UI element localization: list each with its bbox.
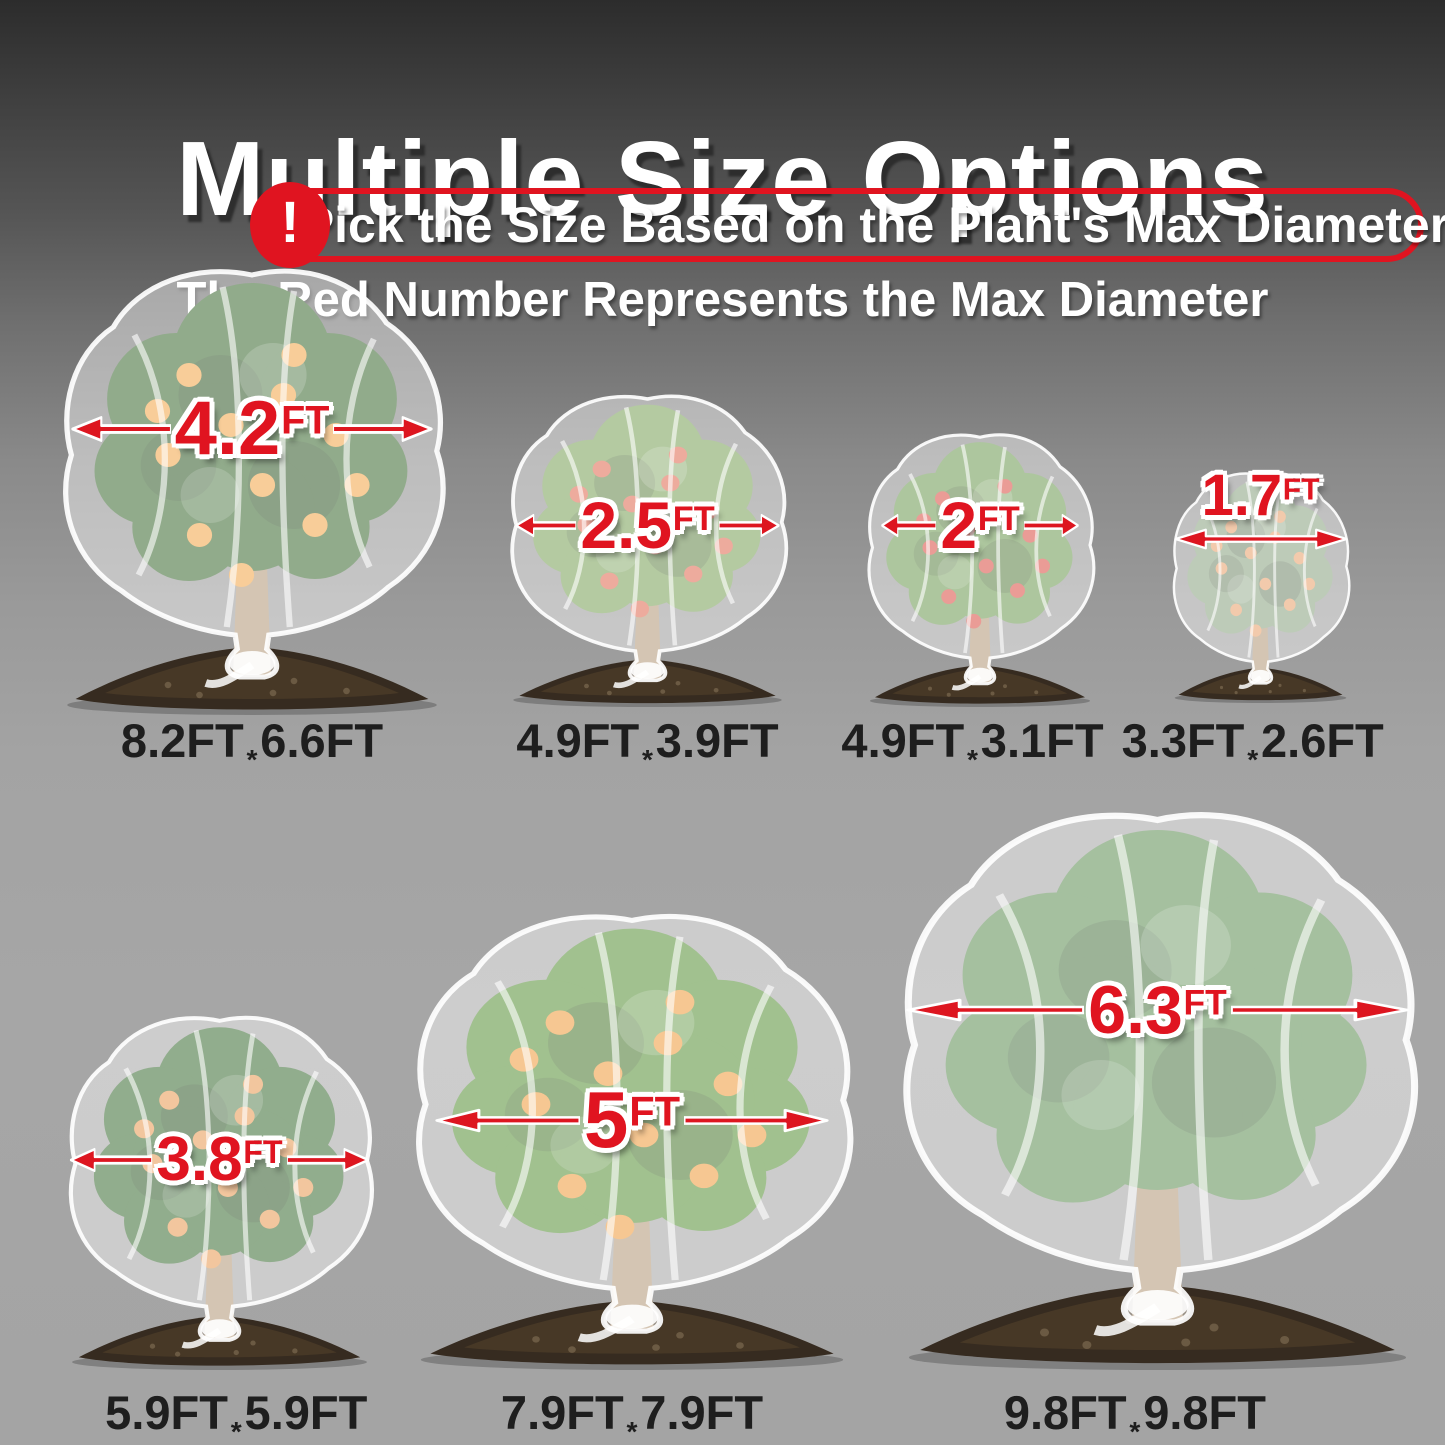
size-width: 4.9FT — [516, 714, 640, 767]
diameter-unit: FT — [1282, 473, 1320, 507]
size-width: 5.9FT — [105, 1386, 228, 1439]
arrow-right-icon — [287, 1146, 371, 1174]
diameter-unit: FT — [1183, 983, 1227, 1023]
size-separator: * — [246, 742, 258, 775]
diameter-annotation: 1.7FT — [1163, 467, 1358, 551]
size-separator: * — [1129, 1414, 1141, 1445]
size-width: 8.2FT — [120, 714, 244, 767]
diameter-text: 6.3FT — [1088, 976, 1226, 1044]
diameter-value: 4.2 — [174, 386, 281, 471]
diameter-text: 1.7FT — [1201, 467, 1319, 525]
diameter-value: 6.3 — [1088, 972, 1183, 1048]
size-height: 6.6FT — [260, 714, 384, 767]
diameter-text: 5FT — [584, 1080, 680, 1160]
page-title: Multiple Size Options — [176, 120, 1269, 239]
plant-figure-2: 2.5FT 4.9FT*3.9FT — [495, 385, 800, 775]
covered-plant-illustration — [42, 255, 462, 715]
plant-figure-7: 6.3FT 9.8FT*9.8FT — [875, 795, 1440, 1445]
plant-figure-1: 4.2FT 8.2FT*6.6FT — [42, 255, 462, 775]
size-height: 3.9FT — [655, 714, 779, 767]
arrow-left-icon — [880, 512, 936, 539]
size-height: 5.9FT — [244, 1386, 368, 1439]
arrow-left-icon — [514, 512, 576, 539]
bag-size-label: 4.9FT*3.1FT — [841, 713, 1104, 775]
arrow-right-icon — [1231, 997, 1413, 1023]
size-width: 9.8FT — [1003, 1386, 1127, 1439]
plant-figure-3: 2FT 4.9FT*3.1FT — [841, 425, 1105, 775]
diameter-unit: FT — [243, 1134, 283, 1171]
size-width: 3.3FT — [1121, 714, 1245, 767]
size-height: 9.8FT — [1143, 1386, 1266, 1439]
size-separator: * — [230, 1414, 242, 1445]
bag-size-label: 8.2FT*6.6FT — [120, 713, 384, 775]
covered-plant-illustration — [875, 795, 1440, 1370]
double-arrow-icon — [1172, 527, 1350, 551]
size-separator: * — [1247, 742, 1259, 775]
diameter-unit: FT — [672, 500, 715, 539]
diameter-value: 3.8 — [156, 1125, 243, 1194]
diameter-annotation: 5FT — [392, 1078, 872, 1162]
diameter-unit: FT — [629, 1087, 681, 1135]
bag-size-label: 5.9FT*5.9FT — [105, 1385, 368, 1445]
arrow-left-icon — [69, 414, 171, 444]
diameter-value: 2 — [940, 488, 978, 562]
arrow-right-icon — [333, 414, 435, 444]
exclamation-icon: ! — [250, 182, 330, 268]
size-separator: * — [642, 742, 653, 775]
plant-figure-6: 5FT 7.9FT*7.9FT — [392, 900, 872, 1445]
bag-size-label: 9.8FT*9.8FT — [1003, 1385, 1266, 1445]
diameter-annotation: 4.2FT — [42, 387, 462, 471]
diameter-annotation: 2.5FT — [495, 483, 800, 567]
bag-size-label: 7.9FT*7.9FT — [500, 1385, 764, 1445]
exclamation-glyph: ! — [280, 190, 300, 255]
bag-size-label: 4.9FT*3.9FT — [516, 713, 779, 775]
diameter-annotation: 2FT — [855, 483, 1105, 567]
bag-size-label: 3.3FT*2.6FT — [1121, 713, 1384, 775]
banner-text: Pick the Size Based on the Plant's Max D… — [300, 197, 1445, 253]
arrow-left-icon — [68, 1146, 152, 1174]
diameter-unit: FT — [281, 398, 330, 443]
size-height: 3.1FT — [980, 714, 1104, 767]
diameter-annotation: 3.8FT — [52, 1118, 387, 1202]
diameter-text: 2.5FT — [580, 492, 714, 558]
size-width: 4.9FT — [841, 714, 965, 767]
diameter-text: 2FT — [940, 492, 1019, 558]
arrow-left-icon — [902, 997, 1084, 1023]
arrow-right-icon — [1024, 512, 1080, 539]
plant-figure-5: 3.8FT 5.9FT*5.9FT — [52, 1005, 387, 1445]
diameter-annotation: 6.3FT — [875, 968, 1440, 1052]
arrow-left-icon — [432, 1107, 580, 1134]
size-height: 2.6FT — [1260, 714, 1384, 767]
size-separator: * — [967, 742, 978, 775]
diameter-value: 5 — [583, 1075, 629, 1164]
plant-figure-4: 1.7FT 3.3FT*2.6FT — [1122, 465, 1384, 775]
diameter-unit: FT — [977, 500, 1020, 539]
arrow-right-icon — [684, 1107, 832, 1134]
diameter-value: 1.7 — [1201, 463, 1283, 528]
size-width: 7.9FT — [500, 1386, 624, 1439]
diameter-text: 4.2FT — [175, 391, 330, 467]
size-warning-banner: ! Pick the Size Based on the Plant's Max… — [250, 182, 1445, 268]
size-separator: * — [626, 1414, 638, 1445]
diameter-text: 3.8FT — [156, 1129, 282, 1191]
size-height: 7.9FT — [640, 1386, 764, 1439]
arrow-right-icon — [719, 512, 781, 539]
diameter-value: 2.5 — [580, 488, 673, 562]
